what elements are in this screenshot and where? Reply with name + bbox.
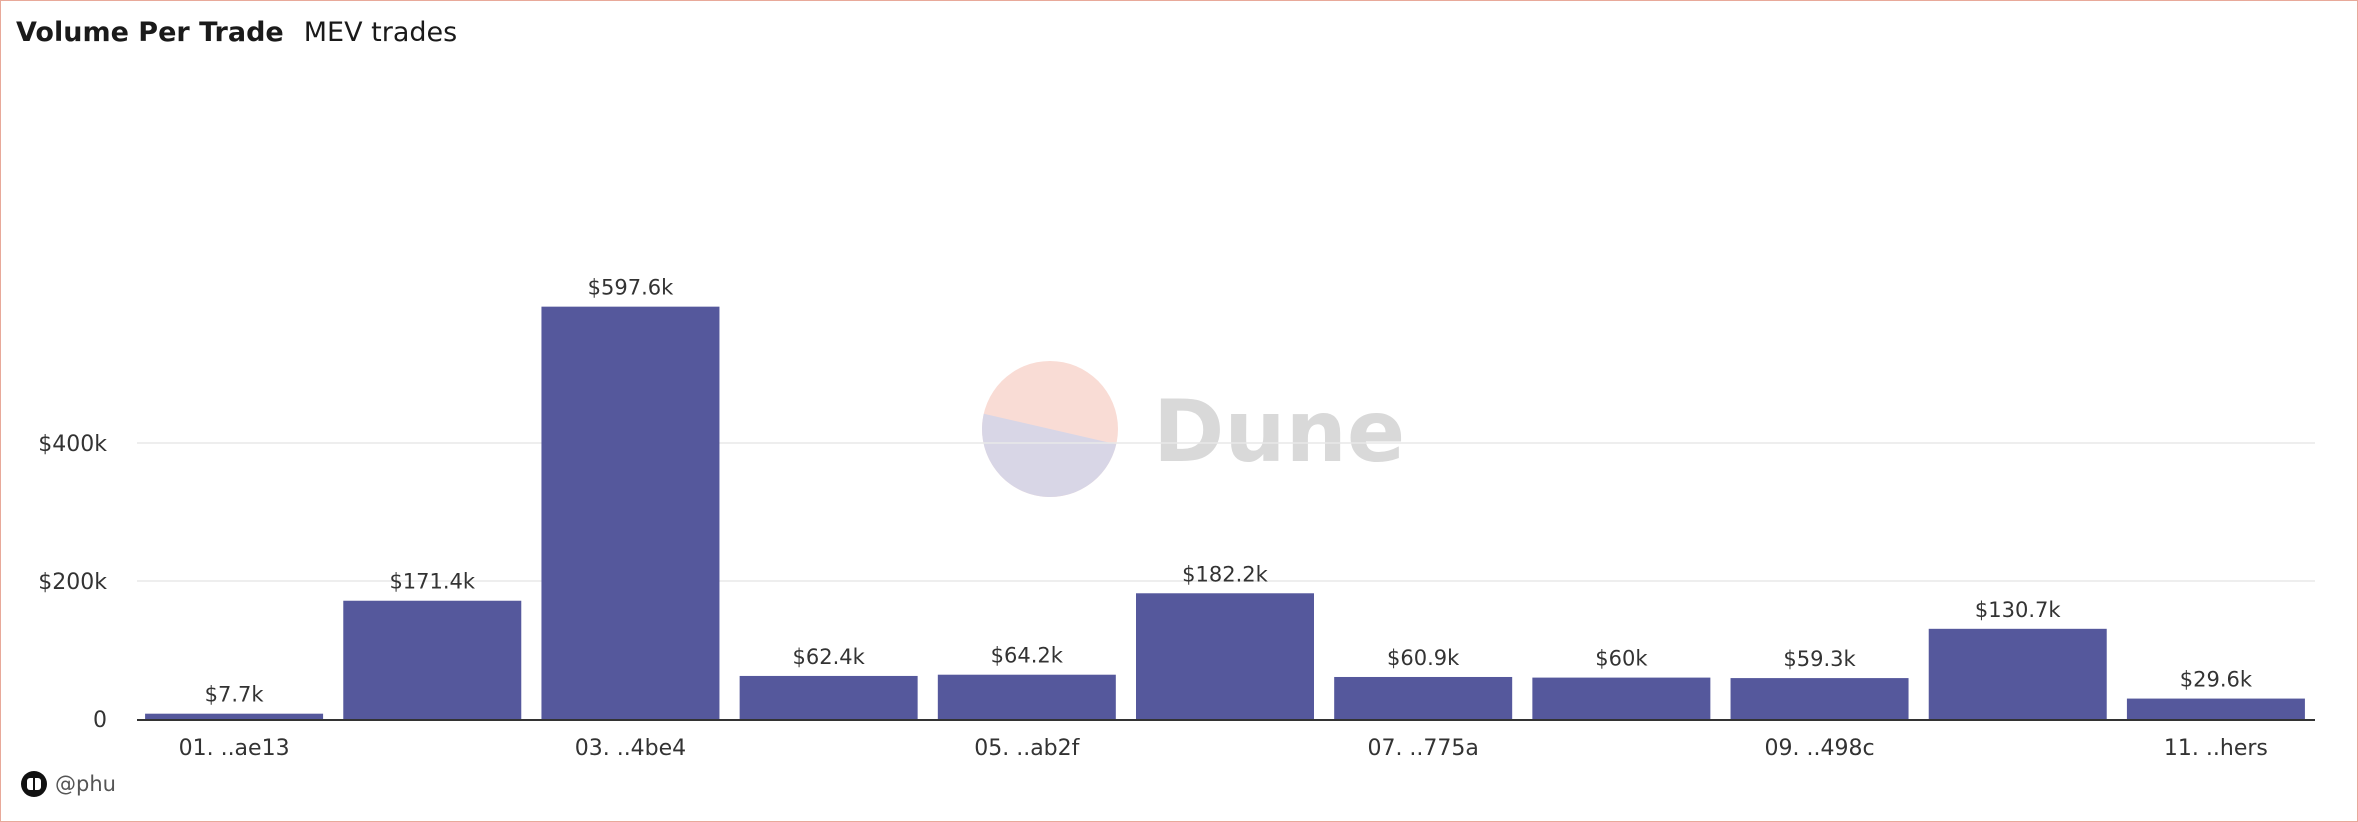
bar[interactable]: [937, 674, 1116, 719]
y-tick-label: 0: [93, 708, 107, 733]
bar[interactable]: [541, 306, 720, 719]
data-label: $62.4k: [792, 645, 865, 669]
bar[interactable]: [1730, 678, 1909, 719]
bar[interactable]: [1136, 593, 1314, 719]
bar[interactable]: [1334, 676, 1513, 719]
x-tick-label: 03. ..4be4: [575, 736, 686, 761]
watermark-text: Dune: [1153, 382, 1405, 482]
x-tick-label: 05. ..ab2f: [974, 736, 1080, 761]
data-label: $60.9k: [1387, 646, 1460, 670]
chart-header: Volume Per Trade MEV trades: [16, 17, 457, 57]
bar[interactable]: [739, 675, 918, 719]
chart-subtitle: MEV trades: [303, 17, 458, 48]
data-label: $182.2k: [1182, 562, 1268, 586]
data-label: $597.6k: [588, 276, 674, 300]
y-tick-label: $400k: [38, 432, 107, 457]
data-label: $59.3k: [1783, 647, 1856, 671]
bar[interactable]: [343, 600, 522, 719]
data-label: $130.7k: [1975, 598, 2061, 622]
bar[interactable]: [1928, 628, 2107, 719]
bar[interactable]: [1532, 677, 1711, 719]
data-label: $64.2k: [991, 644, 1064, 668]
data-label: $29.6k: [2180, 668, 2253, 692]
y-tick-label: $200k: [38, 570, 107, 595]
dune-watermark: Dune: [982, 361, 1405, 497]
watermark-logo-bottom: [982, 413, 1117, 497]
bar[interactable]: [2126, 698, 2305, 719]
user-avatar-icon[interactable]: [21, 771, 47, 797]
x-tick-label: 01. ..ae13: [179, 736, 290, 761]
x-tick-label: 09. ..498c: [1765, 736, 1875, 761]
x-tick-label: 07. ..775a: [1367, 736, 1478, 761]
data-label: $60k: [1595, 647, 1648, 671]
x-tick-label: 11. ..hers: [2164, 736, 2268, 761]
chart-title: Volume Per Trade: [16, 17, 284, 48]
chart-footer: @phu: [21, 771, 116, 797]
data-label: $171.4k: [389, 570, 475, 594]
author-handle[interactable]: @phu: [55, 772, 116, 796]
bar[interactable]: [145, 713, 324, 719]
data-label: $7.7k: [205, 683, 265, 707]
